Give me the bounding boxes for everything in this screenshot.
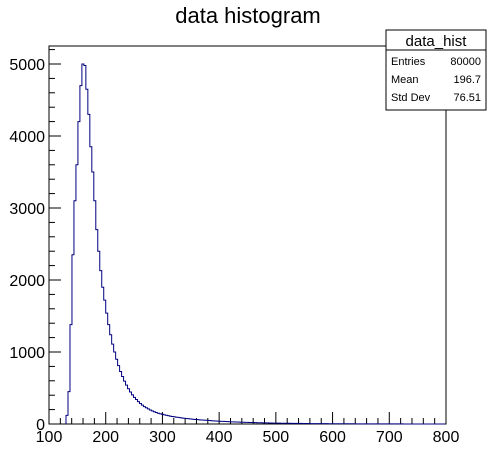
stats-box: data_hist Entries 80000 Mean 196.7 Std Dev 76… bbox=[385, 29, 487, 111]
x-tick-label: 500 bbox=[263, 429, 290, 446]
x-tick-label: 600 bbox=[319, 429, 346, 446]
x-tick-label: 400 bbox=[206, 429, 233, 446]
stats-box-title: data_hist bbox=[406, 33, 468, 50]
x-tick-label: 800 bbox=[433, 429, 460, 446]
x-tick-label: 700 bbox=[376, 429, 403, 446]
chart-title: data histogram bbox=[175, 3, 321, 28]
stats-box-frame bbox=[385, 29, 487, 111]
stats-row-label: Std Dev bbox=[391, 92, 431, 104]
stats-row-value: 76.51 bbox=[453, 92, 481, 104]
stats-row-value: 196.7 bbox=[453, 74, 481, 86]
histogram-series bbox=[65, 63, 446, 425]
x-tick-label: 200 bbox=[92, 429, 119, 446]
plot-frame bbox=[48, 45, 447, 425]
y-tick-label: 2000 bbox=[9, 273, 45, 290]
y-tick-label: 0 bbox=[36, 417, 45, 434]
y-tick-label: 1000 bbox=[9, 345, 45, 362]
x-tick-label: 300 bbox=[149, 429, 176, 446]
x-axis: 100 200 300 400 500 600 700 800 bbox=[36, 412, 460, 446]
y-tick-label: 5000 bbox=[9, 57, 45, 74]
stats-row-label: Entries bbox=[391, 56, 426, 68]
stats-row-label: Mean bbox=[391, 74, 419, 86]
stats-box-rows: Entries 80000 Mean 196.7 Std Dev 76.51 bbox=[391, 56, 481, 104]
y-tick-label: 4000 bbox=[9, 129, 45, 146]
x-tick-label: 100 bbox=[36, 429, 63, 446]
y-axis: 0 1000 2000 3000 4000 5000 bbox=[9, 49, 61, 434]
stats-row-value: 80000 bbox=[450, 56, 481, 68]
y-tick-label: 3000 bbox=[9, 201, 45, 218]
